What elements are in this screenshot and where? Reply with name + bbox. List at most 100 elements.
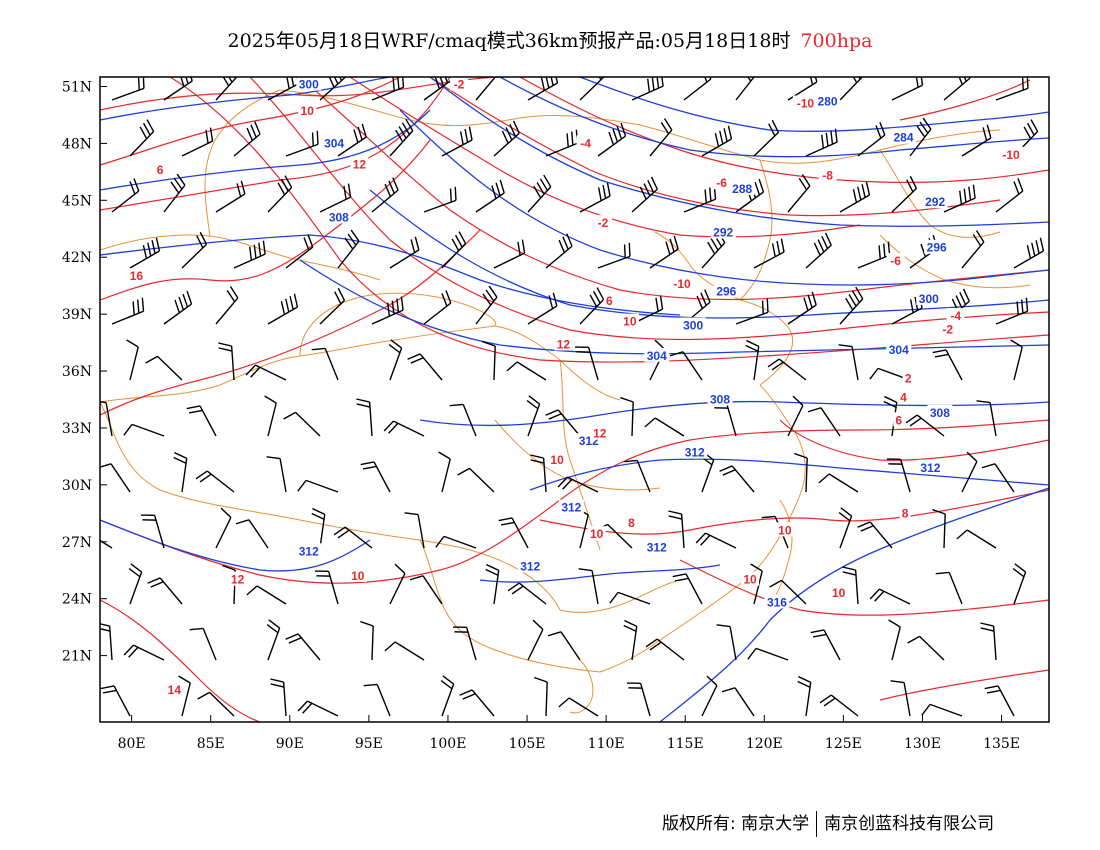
wind-barb	[128, 563, 143, 605]
wind-barb	[440, 675, 455, 717]
height-contour-label-bg	[682, 444, 708, 459]
y-tick-label: 33N	[62, 421, 92, 437]
temperature-contour-label-bg	[548, 452, 567, 467]
temperature-contour-label: 8	[628, 516, 635, 530]
height-contour-label: 304	[647, 349, 667, 363]
temperature-contour-label: 6	[606, 294, 613, 308]
height-contour-label-bg	[764, 594, 790, 609]
wind-barb	[672, 573, 703, 605]
temperature-contour	[100, 599, 261, 722]
chart-title: 2025年05月18日WRF/cmaq模式36km预报产品:05月18日18时 7…	[0, 26, 1100, 53]
temperature-contour	[879, 669, 1049, 701]
wind-barb	[721, 687, 755, 717]
wind-barb	[932, 508, 946, 549]
height-contour	[100, 234, 681, 316]
wind-barb	[839, 181, 871, 213]
boundary-line	[769, 499, 793, 606]
temperature-contour-label-bg	[165, 681, 184, 696]
wind-barb	[907, 635, 945, 661]
copyright-right: 南京创蓝科技有限公司	[824, 814, 995, 834]
temperature-contour-label-bg	[576, 135, 595, 150]
temperature-contour-label-bg	[893, 412, 905, 427]
temperature-contour-label-bg	[620, 313, 639, 328]
wind-barb	[995, 77, 1029, 101]
wind-barb	[631, 77, 664, 101]
wind-barb	[805, 128, 838, 157]
temperature-contour-label: 12	[593, 427, 607, 441]
temperature-contour-label-bg	[348, 567, 367, 582]
wind-barb	[145, 355, 183, 381]
wind-barb	[297, 479, 339, 493]
copyright-footer: 版权所有: 南京大学 南京创蓝科技有限公司	[662, 809, 994, 837]
wind-barb	[319, 287, 346, 325]
height-contour-label: 312	[647, 540, 667, 554]
wind-barb	[475, 285, 498, 325]
wind-barb	[527, 292, 558, 325]
height-contour-label: 304	[324, 136, 344, 150]
wind-barb	[961, 124, 992, 157]
temperature-contour-label: 12	[557, 337, 571, 351]
temperature-contour-label-bg	[712, 175, 731, 190]
temperature-contour	[429, 77, 1001, 217]
height-contour	[100, 109, 431, 191]
wind-barb	[527, 174, 552, 213]
x-tick-label: 90E	[276, 736, 304, 752]
wind-barb	[363, 683, 391, 717]
wind-barb	[668, 510, 685, 549]
wind-barb	[609, 591, 651, 605]
wind-barb	[266, 456, 287, 493]
wind-barb	[147, 577, 183, 605]
wind-barb	[126, 339, 139, 381]
height-contour-label-bg	[296, 543, 322, 558]
wind-barb	[333, 526, 373, 549]
wind-barb	[701, 125, 733, 157]
height-contour-label: 300	[299, 78, 319, 92]
height-contour-label-bg	[924, 239, 950, 254]
height-contours	[100, 77, 1049, 722]
temperature-contour-label: 6	[157, 163, 164, 177]
wind-barb	[891, 175, 918, 213]
wind-barb	[233, 121, 261, 157]
wind-barb	[438, 451, 451, 493]
x-tick-label: 130E	[904, 736, 941, 752]
wind-barb	[932, 349, 963, 381]
temperature-contour-label: -8	[822, 169, 833, 183]
temperature-contour-label: 10	[743, 573, 757, 587]
temperature-contour-label: 6	[895, 413, 902, 427]
wind-barb	[627, 682, 651, 717]
boundary-line	[100, 234, 381, 281]
wind-barb	[267, 293, 299, 325]
boundary-line	[879, 149, 1001, 238]
height-contour-label: 280	[818, 95, 838, 109]
wind-barb	[869, 588, 911, 605]
boundary-lines	[100, 89, 1031, 714]
y-tick-label: 21N	[62, 649, 92, 665]
wind-barb	[111, 297, 145, 325]
height-contour-label-bg	[707, 391, 733, 406]
wind-barb	[197, 691, 235, 717]
height-contour-label-bg	[517, 558, 543, 573]
height-contour	[100, 519, 371, 572]
wind-barb	[597, 122, 627, 157]
height-contour-label-bg	[321, 135, 347, 150]
boundary-line	[494, 419, 661, 491]
x-tick-label: 135E	[983, 736, 1020, 752]
wind-barb	[459, 689, 495, 717]
height-contour-label: 296	[927, 241, 947, 255]
wind-barb	[716, 624, 737, 661]
height-contour-label: 288	[732, 182, 752, 196]
height-contour	[659, 487, 1049, 722]
wind-barb	[297, 700, 339, 717]
wind-barb	[383, 420, 425, 437]
wind-barb	[100, 622, 113, 661]
wind-barb	[389, 118, 414, 157]
wind-barb	[701, 675, 718, 717]
wind-barb	[449, 403, 477, 437]
wind-barb	[163, 173, 186, 213]
y-tick-label: 45N	[62, 193, 92, 209]
wind-barb	[453, 626, 477, 661]
height-contour-label: 292	[925, 195, 945, 209]
temperature-contour-label-bg	[228, 571, 247, 586]
temperature-contour	[100, 139, 431, 301]
temperature-contour-label: 2	[905, 372, 912, 386]
